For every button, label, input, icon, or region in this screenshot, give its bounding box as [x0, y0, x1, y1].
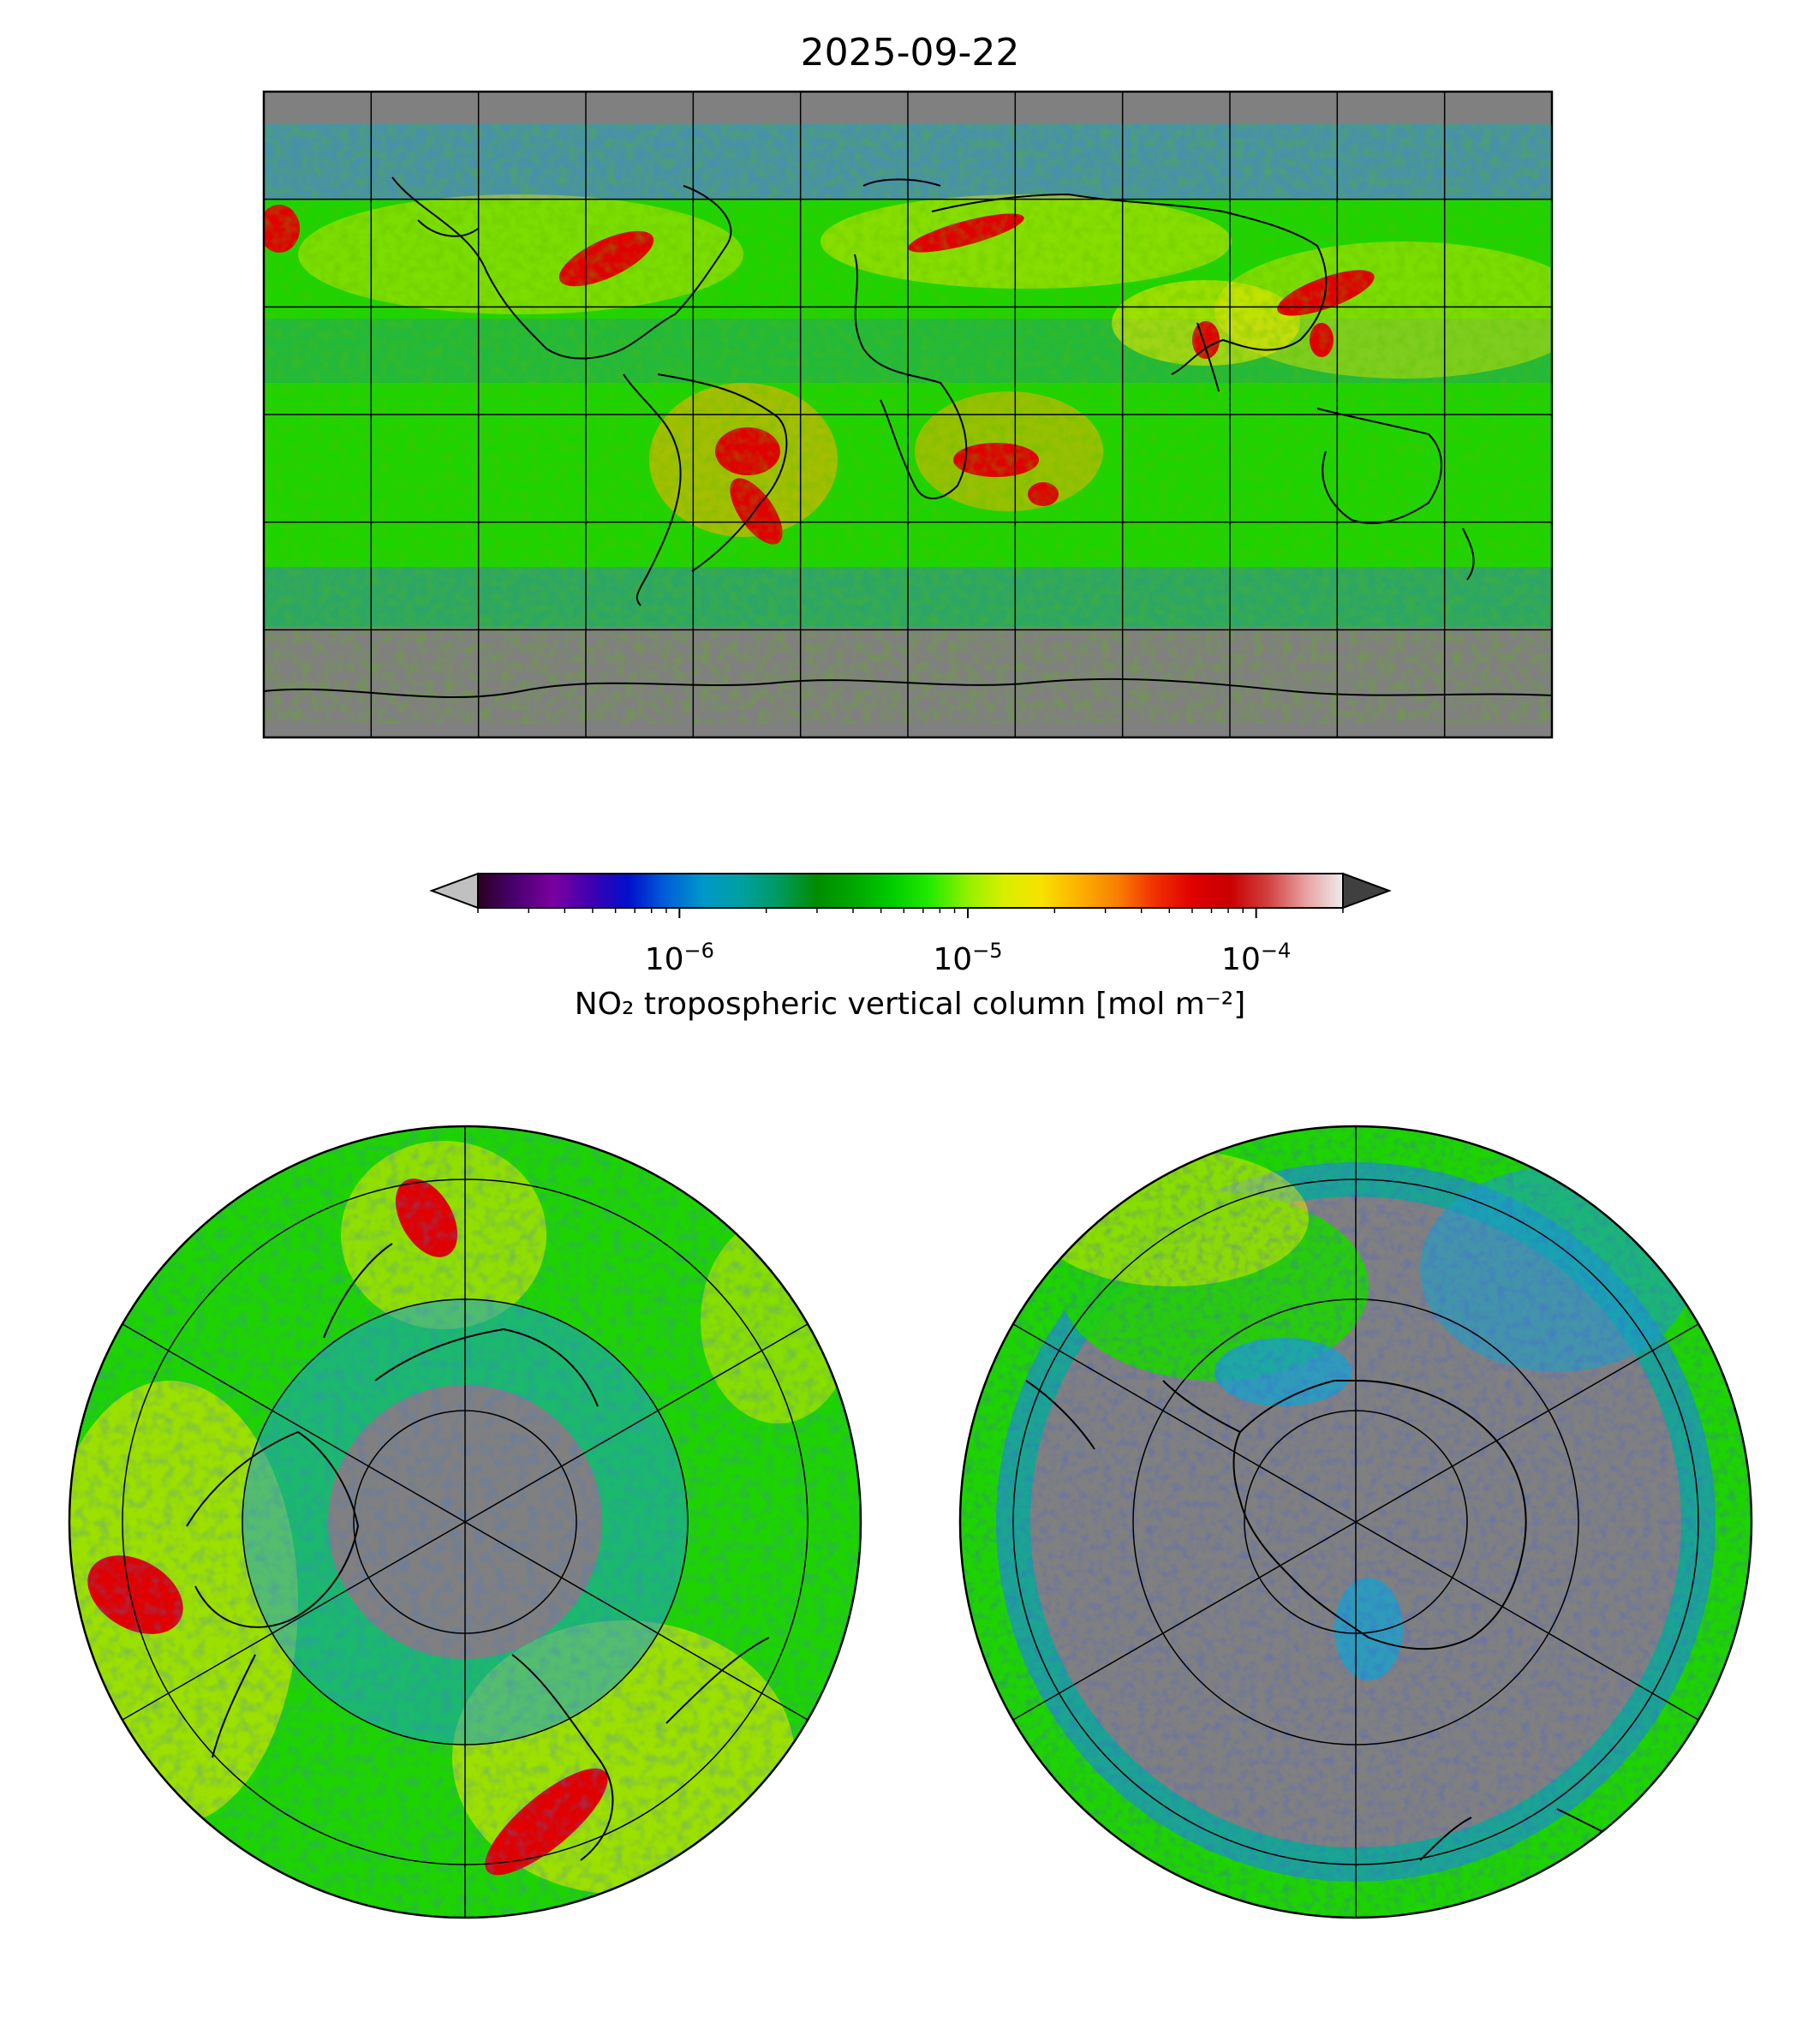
- colorbar-tick-labels: 10−6 10−5 10−4: [0, 934, 1820, 985]
- global-coastlines: [264, 176, 1552, 699]
- global-map-frame: [262, 90, 1554, 739]
- colorbar-under-extension: [429, 872, 479, 910]
- colorbar: [429, 872, 1392, 918]
- south-polar-map: [958, 1125, 1753, 1919]
- south-gridlines: [1012, 1126, 1699, 1918]
- colorbar-tick-label: 10−5: [933, 939, 1003, 977]
- south-map-boundary: [958, 1125, 1753, 1919]
- colorbar-tick-label: 10−4: [1221, 939, 1292, 977]
- north-polar-map: [68, 1125, 862, 1919]
- colorbar-over-extension: [1342, 872, 1392, 910]
- global-gridlines: [264, 92, 1552, 737]
- global-map: [262, 90, 1554, 739]
- colorbar-label: NO₂ tropospheric vertical column [mol m⁻…: [574, 987, 1246, 1022]
- figure-title: 2025-09-22: [800, 31, 1020, 75]
- colorbar-ticks: [477, 908, 1344, 918]
- north-data-field: [69, 1126, 861, 1918]
- north-map-boundary: [68, 1125, 862, 1919]
- north-gridlines: [122, 1126, 809, 1918]
- colorbar-tick-label: 10−6: [644, 939, 714, 977]
- colorbar-body: [477, 873, 1344, 909]
